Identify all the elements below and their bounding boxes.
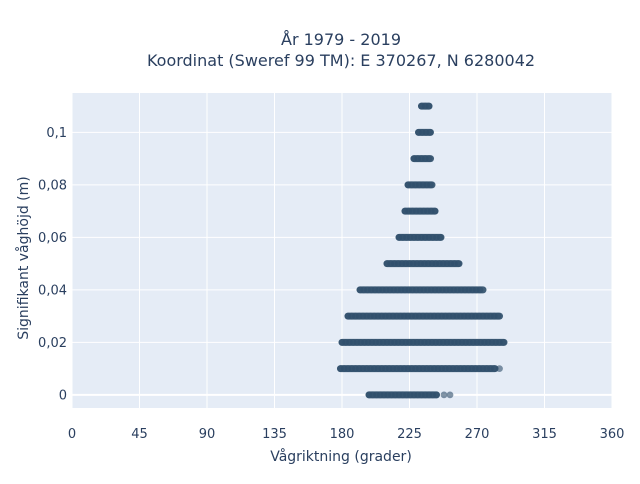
data-points <box>337 102 508 399</box>
x-tick-label: 45 <box>131 427 148 442</box>
data-band <box>404 181 436 189</box>
data-point-outlier <box>446 391 454 399</box>
data-band <box>344 312 503 320</box>
data-band <box>338 338 508 346</box>
y-tick-label: 0 <box>59 388 67 403</box>
data-band <box>418 102 433 110</box>
x-tick-label: 315 <box>532 427 557 442</box>
x-tick-label: 270 <box>465 427 490 442</box>
data-point <box>431 207 439 215</box>
y-tick-label: 0,06 <box>38 231 67 246</box>
data-point <box>476 286 484 294</box>
y-axis-ticks: 0 0,02 0,04 0,06 0,08 0,1 <box>38 126 67 404</box>
x-tick-label: 0 <box>68 427 76 442</box>
data-band <box>383 260 463 268</box>
data-point <box>425 155 433 163</box>
x-axis-title: Vågriktning (grader) <box>270 448 412 465</box>
x-tick-label: 135 <box>262 427 287 442</box>
data-point <box>426 128 434 136</box>
data-point <box>494 312 502 320</box>
chart-title: År 1979 - 2019 <box>281 30 401 49</box>
data-point <box>433 391 440 399</box>
data-band <box>401 207 439 215</box>
y-tick-label: 0,04 <box>38 283 67 298</box>
data-band <box>415 128 434 136</box>
x-tick-label: 180 <box>330 427 355 442</box>
data-band <box>356 286 487 294</box>
y-tick-label: 0,1 <box>46 126 67 141</box>
x-tick-label: 90 <box>199 427 216 442</box>
data-point <box>427 181 434 189</box>
data-band <box>365 391 454 399</box>
data-point-outlier <box>496 365 503 373</box>
data-point <box>499 338 507 346</box>
data-band <box>410 155 434 163</box>
y-tick-label: 0,08 <box>38 178 67 193</box>
data-band <box>395 233 445 241</box>
chart-subtitle: Koordinat (Sweref 99 TM): E 370267, N 62… <box>147 51 535 70</box>
x-axis-ticks: 0 45 90 135 180 225 270 315 360 <box>68 427 625 442</box>
y-axis-title: Signifikant våghöjd (m) <box>15 176 32 339</box>
data-point <box>454 260 462 268</box>
data-point <box>436 233 444 241</box>
data-point-outlier <box>440 391 448 399</box>
data-point <box>425 102 433 110</box>
y-tick-label: 0,02 <box>38 336 67 351</box>
data-band <box>337 365 503 373</box>
x-tick-label: 225 <box>397 427 422 442</box>
data-point <box>490 365 498 373</box>
x-tick-label: 360 <box>600 427 625 442</box>
